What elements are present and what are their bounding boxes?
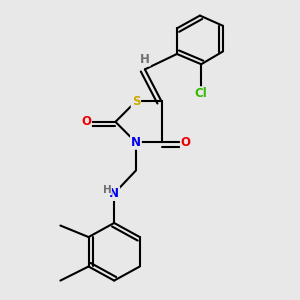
Text: H: H xyxy=(103,185,111,195)
Text: Cl: Cl xyxy=(195,87,208,100)
Text: S: S xyxy=(132,95,140,108)
Text: O: O xyxy=(81,115,91,128)
Text: N: N xyxy=(109,187,119,200)
Text: H: H xyxy=(140,52,150,66)
Text: N: N xyxy=(131,136,141,149)
Text: O: O xyxy=(181,136,191,149)
